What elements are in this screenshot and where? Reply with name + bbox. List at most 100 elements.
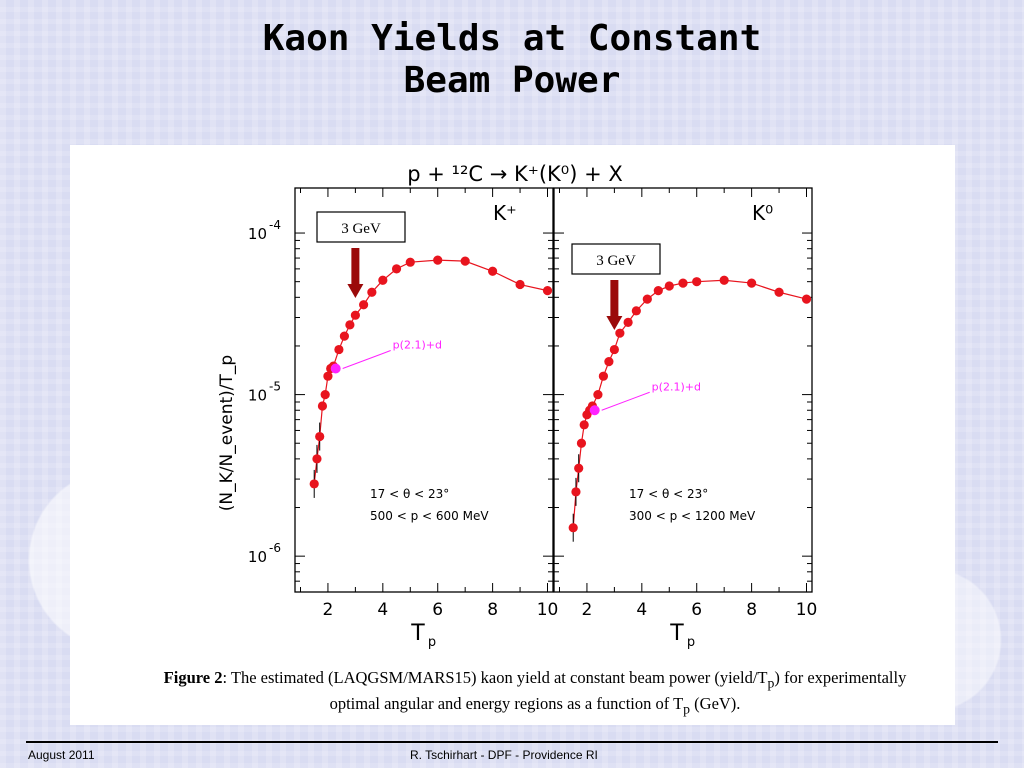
data-point: [719, 275, 729, 285]
annotation-point: [589, 405, 600, 416]
x-tick-label: 4: [636, 600, 647, 620]
marker-arrow-head: [606, 316, 623, 330]
y-tick-label: 10: [248, 225, 267, 243]
caption-text-2: ) for experimentally optimal angular and…: [329, 668, 907, 714]
x-axis-label: T: [410, 621, 425, 646]
marker-arrow-shaft: [351, 248, 360, 284]
figure-caption: Figure 2: The estimated (LAQGSM/MARS15) …: [155, 667, 915, 720]
data-point: [367, 287, 377, 297]
y-axis-label: (N_K/N_event)/T_p: [217, 355, 237, 511]
x-tick-label: 4: [377, 600, 388, 620]
caption-text: : The estimated (LAQGSM/MARS15) kaon yie…: [222, 668, 768, 687]
marker-box: [316, 211, 406, 243]
data-point: [774, 287, 784, 297]
annotation-label: p(2.1)+d: [652, 380, 701, 393]
x-axis-label-sub: p: [428, 635, 436, 650]
data-point: [642, 294, 652, 304]
data-point: [320, 389, 330, 400]
x-tick-label: 6: [432, 600, 443, 620]
panel-label: K⁰: [752, 201, 773, 225]
title-line-1: Kaon Yields at Constant: [262, 18, 762, 59]
annotation-pointer: [601, 391, 650, 411]
data-point: [604, 357, 614, 367]
data-point: [350, 310, 360, 320]
y-tick-exponent: -6: [269, 541, 281, 555]
caption-label: Figure 2: [163, 668, 223, 687]
data-point: [593, 389, 603, 400]
x-axis-label: T: [669, 621, 684, 646]
kaon-yield-chart: p + ¹²C → K⁺(K⁰) + X (N_K/N_event)/T_p 2…: [217, 162, 818, 650]
data-point: [574, 463, 584, 473]
data-point: [576, 438, 587, 448]
x-tick-label: 10: [796, 600, 818, 620]
figure-panel: p + ¹²C → K⁺(K⁰) + X (N_K/N_event)/T_p 2…: [70, 145, 955, 725]
panel-label: K⁺: [493, 201, 517, 225]
data-point: [433, 255, 443, 265]
data-point: [623, 317, 633, 327]
footer-author: R. Tschirhart - DPF - Providence RI: [410, 748, 598, 762]
cut-momentum-label: 300 < p < 1200 MeV: [629, 509, 756, 523]
marker-label: 3 GeV: [596, 253, 636, 269]
marker-arrow-head: [347, 284, 364, 298]
annotation-pointer: [342, 350, 391, 369]
slide-title: Kaon Yields at Constant Beam Power: [0, 18, 1024, 102]
data-point: [345, 320, 355, 330]
data-point: [615, 328, 625, 338]
x-tick-label: 8: [746, 600, 757, 620]
y-tick-exponent: -4: [269, 218, 281, 232]
data-point: [405, 257, 415, 267]
data-point: [631, 306, 641, 316]
y-tick-exponent: -5: [269, 380, 281, 394]
title-line-2: Beam Power: [403, 60, 621, 101]
data-point: [568, 523, 578, 533]
data-point: [309, 479, 319, 489]
data-point: [378, 275, 388, 285]
marker-label: 3 GeV: [341, 221, 381, 237]
x-tick-label: 2: [582, 600, 593, 620]
cut-angle-label: 17 < θ < 23°: [629, 487, 708, 501]
reaction-label: p + ¹²C → K⁺(K⁰) + X: [407, 162, 623, 186]
data-point: [312, 454, 322, 464]
cut-momentum-label: 500 < p < 600 MeV: [370, 509, 489, 523]
footer-date: August 2011: [28, 748, 95, 762]
x-axis-label-sub: p: [687, 635, 695, 650]
panel-k0: 2 4 6 8 10 T p K⁰ 3 GeV p(2.1)+d 17 < θ < 23° 300 <…: [553, 187, 818, 650]
data-point: [579, 420, 589, 430]
data-line: [313, 259, 548, 484]
data-point: [571, 487, 581, 497]
data-point: [678, 278, 688, 288]
annotation-point: [330, 363, 341, 374]
data-point: [653, 286, 663, 296]
data-point: [515, 279, 525, 290]
cut-angle-label: 17 < θ < 23°: [370, 487, 449, 501]
data-point: [339, 331, 350, 341]
data-point: [488, 266, 498, 276]
data-point: [460, 256, 470, 266]
x-tick-label: 6: [691, 600, 702, 620]
data-point: [359, 300, 369, 310]
caption-text-3: (GeV).: [690, 694, 741, 714]
data-point: [317, 401, 328, 411]
data-point: [391, 264, 402, 274]
caption-sub-2: p: [683, 701, 691, 717]
x-tick-label: 2: [323, 600, 334, 620]
marker-box: [571, 243, 661, 275]
plot-frame: [553, 187, 813, 593]
data-point: [315, 431, 325, 442]
data-point: [747, 278, 757, 288]
x-tick-label: 8: [487, 600, 498, 620]
marker-arrow-shaft: [610, 280, 619, 316]
data-point: [664, 281, 674, 291]
footer-rule: [26, 741, 998, 743]
data-point: [542, 286, 553, 296]
y-tick-label: 10: [248, 387, 267, 405]
data-point: [334, 344, 344, 355]
data-point: [598, 371, 609, 381]
caption-sub-1: p: [767, 675, 775, 691]
y-tick-label: 10: [248, 548, 267, 566]
data-point: [801, 294, 812, 304]
data-point: [323, 371, 333, 381]
data-point: [609, 344, 619, 355]
data-point: [692, 277, 702, 287]
